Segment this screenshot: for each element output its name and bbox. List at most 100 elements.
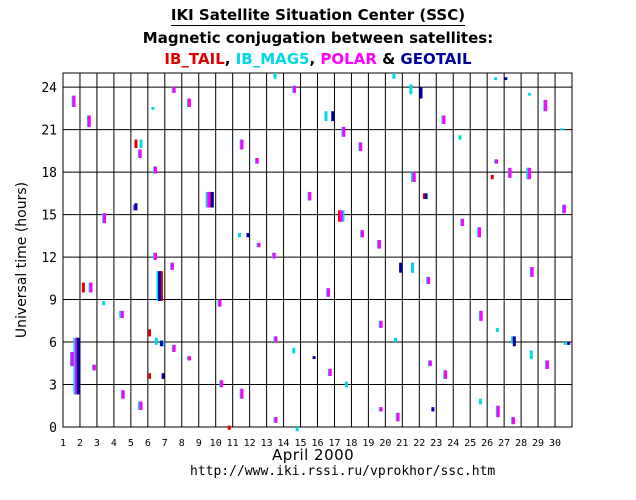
ib-tail-event	[338, 210, 342, 222]
polar-event	[187, 356, 191, 361]
polar-event	[342, 126, 346, 137]
ib-mag5-event	[324, 111, 328, 122]
polar-event	[138, 149, 142, 158]
polar-event	[544, 99, 548, 112]
polar-event	[92, 364, 96, 371]
x-tick-label: 11	[227, 438, 239, 449]
polar-event	[274, 417, 278, 423]
polar-event	[461, 218, 465, 226]
y-tick-label: 24	[41, 81, 57, 96]
legend-sep-3: &	[376, 50, 401, 68]
x-tick-label: 4	[111, 438, 117, 449]
polar-event	[328, 368, 332, 377]
polar-event	[274, 336, 278, 343]
polar-event	[545, 360, 549, 369]
geotail-event	[159, 340, 163, 347]
legend-sep-1: ,	[224, 50, 236, 68]
geotail-event	[134, 203, 138, 211]
x-axis-label: April 2000	[272, 446, 355, 464]
polar-event	[120, 310, 124, 318]
source-url[interactable]: http://www.iki.rssi.ru/vprokhor/ssc.htm	[190, 464, 496, 479]
ib-mag5-event	[154, 337, 158, 345]
geotail-event	[424, 193, 428, 200]
x-tick-label: 3	[94, 438, 100, 449]
x-tick-label: 22	[413, 438, 425, 449]
polar-event	[240, 139, 244, 150]
y-tick-label: 15	[41, 209, 57, 224]
x-tick-label: 16	[311, 438, 323, 449]
x-tick-label: 21	[396, 438, 408, 449]
polar-event	[121, 390, 125, 399]
y-tick-label: 12	[41, 251, 57, 266]
polar-event	[377, 240, 381, 249]
polar-event	[562, 204, 566, 214]
ib-mag5-event	[411, 262, 415, 273]
polar-event	[428, 360, 432, 367]
polar-event	[207, 191, 211, 208]
ib-tail-event	[209, 191, 213, 208]
ib-mag5-event	[528, 92, 532, 96]
polar-event	[70, 351, 74, 367]
ib-tail-event	[148, 373, 152, 379]
polar-event	[359, 142, 363, 151]
ib-mag5-event	[411, 172, 415, 183]
polar-event	[187, 98, 191, 107]
polar-event	[339, 210, 343, 222]
ib-mag5-event	[478, 398, 482, 405]
legend-ib-tail: IB_TAIL	[164, 50, 225, 68]
title-text: IKI Satellite Situation Center (SSC)	[170, 6, 466, 26]
polar-event	[379, 320, 383, 328]
x-tick-label: 13	[261, 438, 273, 449]
ib-mag5-event	[560, 128, 564, 131]
ib-mag5-event	[102, 300, 106, 306]
y-axis-label: Universal time (hours)	[14, 182, 30, 338]
x-tick-label: 20	[379, 438, 391, 449]
ib-tail-event	[159, 271, 163, 301]
x-tick-label: 28	[515, 438, 527, 449]
ib-mag5-event	[494, 77, 498, 81]
x-tick-label: 24	[447, 438, 459, 449]
ib-tail-event	[227, 425, 231, 430]
polar-event	[172, 344, 176, 352]
polar-event	[427, 276, 431, 284]
polar-event	[442, 115, 446, 124]
polar-event	[103, 213, 107, 224]
ib-mag5-event	[273, 73, 277, 79]
geotail-event	[504, 77, 508, 81]
polar-event	[308, 191, 312, 201]
ib-tail-event	[490, 174, 494, 180]
geotail-event	[567, 342, 571, 345]
polar-event	[240, 388, 244, 399]
ib-mag5-event	[161, 340, 165, 347]
geotail-event	[76, 337, 80, 395]
polar-event	[494, 159, 498, 164]
legend-polar: POLAR	[320, 50, 377, 68]
ib-mag5-event	[341, 210, 345, 222]
x-tick-label: 19	[362, 438, 374, 449]
ib-mag5-event	[409, 84, 413, 95]
x-tick-label: 15	[295, 438, 307, 449]
x-tick-label: 25	[464, 438, 476, 449]
polar-event	[479, 310, 483, 321]
ib-mag5-event	[529, 350, 533, 360]
grid	[62, 72, 573, 428]
x-tick-label: 30	[549, 438, 561, 449]
ib-mag5-event	[137, 401, 141, 411]
polar-event	[530, 266, 534, 277]
ib-tail-event	[148, 329, 152, 337]
chart-title: IKI Satellite Situation Center (SSC)	[0, 6, 636, 26]
polar-event	[220, 380, 224, 388]
geotail-event	[399, 262, 403, 273]
ib-mag5-event	[295, 427, 299, 432]
geotail-event	[431, 407, 435, 412]
geotail-event	[246, 233, 250, 238]
polar-event	[496, 405, 500, 418]
x-tick-label: 5	[128, 438, 134, 449]
ib-tail-event	[134, 139, 138, 149]
ib-mag5-event	[119, 310, 123, 318]
polar-event	[327, 288, 331, 297]
polar-event	[75, 337, 79, 395]
y-tick-label: 3	[49, 379, 57, 394]
